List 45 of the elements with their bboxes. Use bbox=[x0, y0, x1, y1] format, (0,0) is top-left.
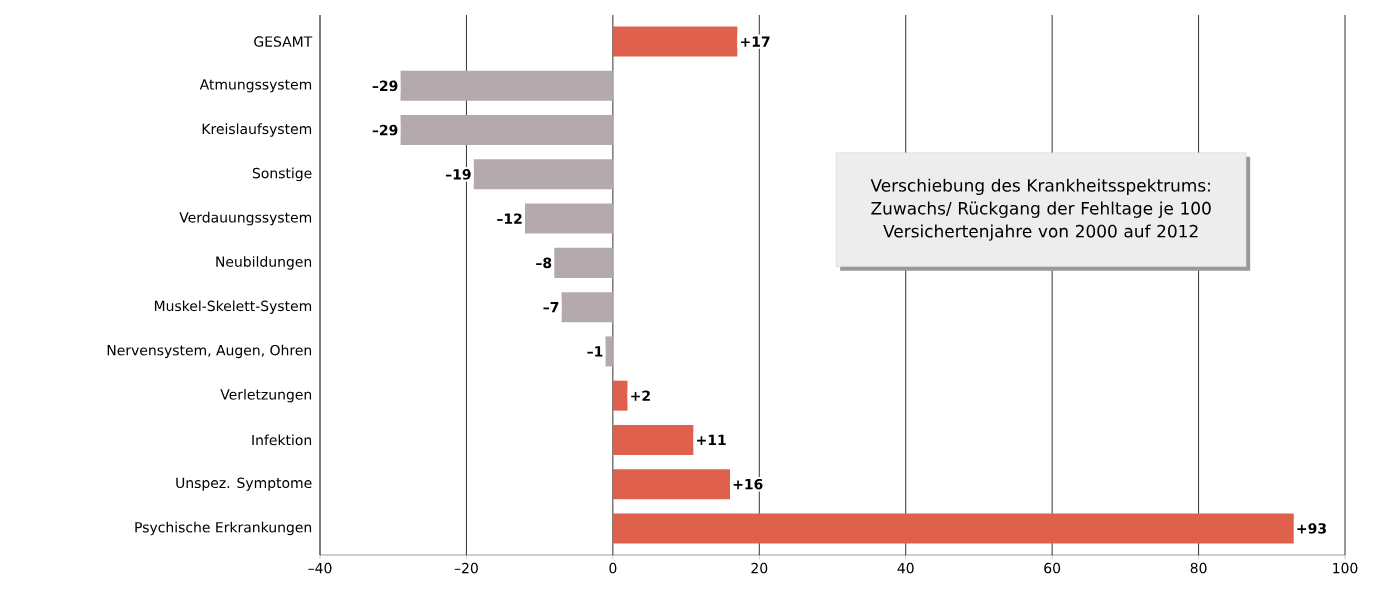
y-tick-label: Unspez. Symptome bbox=[176, 477, 312, 491]
data-label: –8 bbox=[536, 257, 552, 269]
y-tick-label: GESAMT bbox=[254, 36, 313, 47]
data-label: –7 bbox=[543, 302, 559, 313]
data-label: +17 bbox=[741, 36, 770, 47]
y-tick-label: Verdauungssystem bbox=[179, 211, 312, 226]
y-tick-label: Neubildungen bbox=[216, 256, 312, 270]
x-tick-label: 100 bbox=[1333, 562, 1358, 574]
bar bbox=[525, 203, 613, 234]
data-label: –1 bbox=[587, 346, 603, 357]
data-label: +16 bbox=[733, 478, 763, 490]
y-tick-label: Sonstige bbox=[252, 167, 312, 182]
y-tick-label: Nervensystem, Augen, Ohren bbox=[107, 344, 312, 359]
data-label: –19 bbox=[445, 169, 471, 180]
bar bbox=[554, 247, 613, 278]
bar bbox=[612, 469, 730, 500]
y-tick-label: Kreislaufsystem bbox=[202, 123, 312, 137]
data-label: –29 bbox=[372, 80, 398, 92]
bar bbox=[612, 424, 694, 455]
x-tick-label: 20 bbox=[751, 562, 768, 574]
y-tick-label: Muskel-Skelett-System bbox=[154, 300, 312, 314]
bar bbox=[605, 336, 613, 367]
y-tick-label: Verletzungen bbox=[220, 388, 312, 403]
data-label: +11 bbox=[697, 434, 726, 446]
data-label: –12 bbox=[497, 213, 522, 224]
y-tick-label: Psychische Erkrankungen bbox=[135, 521, 312, 536]
x-tick-label: 80 bbox=[1190, 562, 1207, 574]
bar bbox=[612, 513, 1294, 544]
bar bbox=[473, 159, 613, 190]
annotation: Verschiebung des Krankheitsspektrums: Zuwachs/ Rückgang der Fehltage je 100 Versichertenjahre von 2000 auf 2012 bbox=[870, 178, 1211, 241]
y-tick-label: Atmungssystem bbox=[199, 79, 312, 93]
x-tick-label: 60 bbox=[1044, 562, 1061, 574]
bar bbox=[612, 26, 738, 57]
y-tick-label: Infektion bbox=[252, 434, 312, 446]
bar bbox=[400, 70, 613, 101]
bar bbox=[561, 292, 613, 323]
data-label: +2 bbox=[631, 390, 650, 401]
bar bbox=[612, 380, 628, 411]
bar bbox=[400, 115, 613, 146]
data-label: +93 bbox=[1297, 523, 1326, 534]
x-tick-label: –40 bbox=[308, 562, 332, 574]
x-tick-label: 40 bbox=[897, 562, 914, 574]
x-tick-label: 0 bbox=[609, 562, 617, 574]
x-tick-label: –20 bbox=[454, 562, 478, 574]
data-label: –29 bbox=[372, 124, 398, 136]
